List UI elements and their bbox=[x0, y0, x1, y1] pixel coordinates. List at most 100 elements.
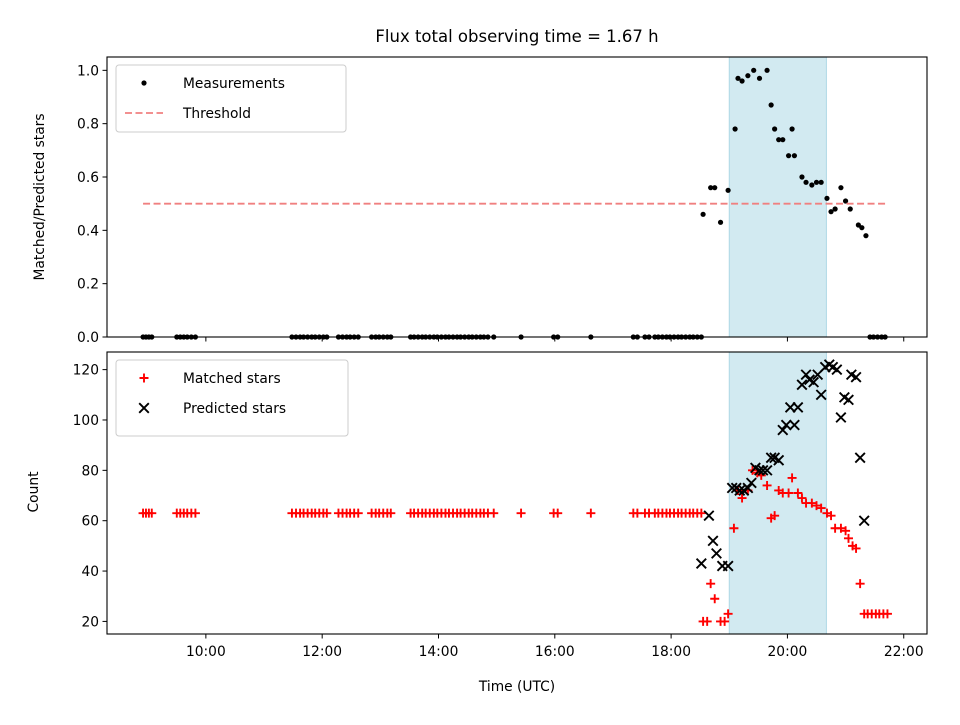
predicted-stars-point bbox=[780, 419, 792, 431]
matched-stars-point bbox=[770, 511, 780, 521]
measurements-point bbox=[717, 219, 724, 225]
predicted-stars-point bbox=[742, 482, 754, 494]
y-tick-label: 20 bbox=[81, 614, 99, 630]
measurements-point bbox=[712, 185, 718, 191]
predicted-stars-point bbox=[858, 515, 870, 527]
measurements-point bbox=[789, 126, 795, 132]
matched-stars-point bbox=[784, 488, 794, 498]
y-tick-label: 0.0 bbox=[77, 330, 99, 346]
legend-predicted-stars-swatch bbox=[138, 402, 150, 414]
predicted-stars-point bbox=[796, 379, 808, 391]
matched-stars-point bbox=[836, 523, 846, 533]
predicted-stars-point bbox=[761, 464, 773, 476]
predicted-stars-point bbox=[711, 547, 722, 559]
measurements-point bbox=[776, 137, 782, 143]
measurements-point bbox=[764, 67, 770, 73]
measurements-point bbox=[824, 195, 830, 201]
x-tick-label: 10:00 bbox=[186, 644, 226, 660]
axes-frame bbox=[106, 56, 928, 338]
measurements-point bbox=[838, 185, 844, 191]
matched-stars-point bbox=[322, 508, 332, 518]
measurements-point bbox=[818, 179, 824, 185]
x-tick-label: 18:00 bbox=[651, 644, 691, 660]
predicted-stars-point bbox=[792, 401, 804, 413]
measurements-point bbox=[842, 198, 849, 204]
predicted-stars-point bbox=[854, 452, 866, 464]
matched-stars-point bbox=[882, 609, 892, 619]
x-tick-label: 12:00 bbox=[302, 644, 342, 660]
measurements-point bbox=[768, 102, 774, 108]
axes-frame bbox=[106, 351, 928, 635]
matched-stars-point bbox=[793, 488, 803, 498]
measurements-point bbox=[813, 179, 820, 185]
predicted-stars-point bbox=[707, 535, 719, 547]
y-tick-label: 40 bbox=[81, 564, 99, 580]
predicted-stars-point bbox=[808, 376, 820, 388]
y-tick-label: 0.2 bbox=[77, 277, 99, 293]
x-tick-label: 22:00 bbox=[884, 644, 924, 660]
y-tick-label: 0.8 bbox=[77, 117, 99, 133]
legend-measurements-label: Measurements bbox=[183, 76, 285, 92]
measurements-point bbox=[725, 187, 731, 193]
measurements-point bbox=[756, 75, 763, 81]
matched-stars-point bbox=[843, 533, 853, 543]
predicted-stars-point bbox=[726, 482, 738, 494]
predicted-stars-point bbox=[788, 419, 800, 431]
measurements-point bbox=[791, 153, 798, 159]
y-tick-label: 60 bbox=[81, 514, 99, 530]
matched-stars-point bbox=[702, 616, 712, 626]
matched-stars-point bbox=[851, 543, 861, 553]
measurements-point bbox=[803, 179, 809, 185]
predicted-stars-point bbox=[850, 371, 862, 383]
x-tick-label: 14:00 bbox=[419, 644, 459, 660]
legend-matched-stars-swatch bbox=[139, 373, 149, 383]
measurements-point bbox=[735, 75, 741, 81]
y-tick-label: 100 bbox=[73, 413, 99, 429]
measurements-point bbox=[809, 182, 815, 188]
measurements-point bbox=[732, 126, 738, 132]
y-tick-label: 80 bbox=[81, 463, 99, 479]
predicted-stars-point bbox=[734, 485, 746, 496]
matched-stars-point bbox=[706, 579, 716, 589]
observing-window-span bbox=[729, 57, 827, 337]
matched-stars-point bbox=[807, 498, 817, 508]
bottom-y-axis-label: Count bbox=[26, 471, 42, 513]
matched-stars-point bbox=[710, 594, 720, 604]
matched-stars-point bbox=[762, 480, 772, 490]
matched-stars-point bbox=[632, 508, 642, 518]
matched-stars-point bbox=[729, 523, 739, 533]
measurements-point bbox=[799, 174, 805, 180]
measurements-point bbox=[847, 206, 853, 212]
matched-stars-point bbox=[696, 508, 706, 518]
measurements-point bbox=[780, 137, 786, 143]
predicted-stars-point bbox=[722, 560, 734, 572]
legend-measurements-swatch bbox=[141, 80, 147, 86]
measurements-point bbox=[785, 153, 792, 159]
predicted-stars-point bbox=[815, 389, 827, 401]
chart-title: Flux total observing time = 1.67 h bbox=[375, 27, 658, 46]
matched-stars-point bbox=[720, 616, 730, 626]
predicted-stars-point bbox=[843, 394, 854, 406]
measurements-point bbox=[772, 126, 778, 132]
matched-stars-point bbox=[797, 493, 807, 503]
matched-stars-point bbox=[553, 508, 563, 518]
count-plot: 20 40 60 80 100 120 10:00 12:00 14:00 16:00 18:00 2… bbox=[73, 351, 928, 660]
legend-threshold-label: Threshold bbox=[182, 106, 251, 122]
matched-stars-point bbox=[586, 508, 596, 518]
x-axis-label: Time (UTC) bbox=[478, 679, 555, 695]
y-tick-label: 0.6 bbox=[77, 170, 99, 186]
matched-stars-point bbox=[737, 493, 747, 503]
legend-box bbox=[115, 64, 347, 133]
matched-stars-point bbox=[386, 508, 396, 518]
measurements-point bbox=[832, 206, 838, 212]
predicted-stars-point bbox=[831, 364, 843, 376]
predicted-stars-point bbox=[765, 452, 777, 464]
measurements-point bbox=[828, 209, 834, 215]
legend-predicted-stars-label: Predicted stars bbox=[183, 401, 286, 417]
y-tick-label: 0.4 bbox=[77, 223, 99, 239]
matched-stars-point bbox=[190, 508, 200, 518]
predicted-stars-point bbox=[777, 424, 789, 436]
matched-stars-point bbox=[723, 609, 733, 619]
